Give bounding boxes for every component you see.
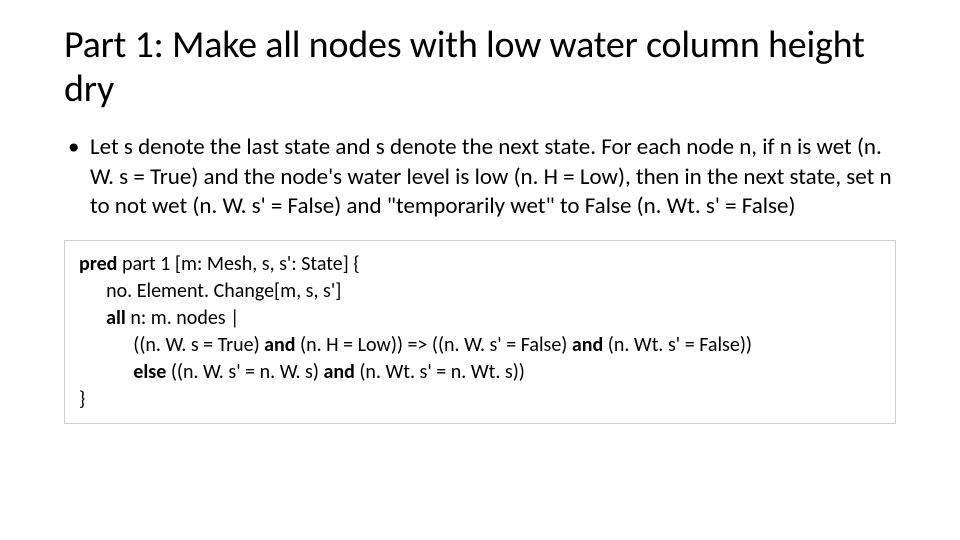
code-line-5: else ((n. W. s' = n. W. s) and (n. Wt. s… <box>79 359 881 386</box>
bullet-item: • Let s denote the last state and s deno… <box>64 133 896 221</box>
code-box: pred part 1 [m: Mesh, s, s': State] { no… <box>64 240 896 424</box>
kw-and-1: and <box>264 333 295 357</box>
kw-and-2: and <box>572 333 603 357</box>
code-l5a <box>79 360 133 384</box>
bullet-block: • Let s denote the last state and s deno… <box>64 133 896 221</box>
code-l3b: n: m. nodes | <box>126 306 240 330</box>
code-l5c: (n. Wt. s' = n. Wt. s)) <box>355 360 525 384</box>
code-l5b: ((n. W. s' = n. W. s) <box>166 360 323 384</box>
code-l3a <box>79 306 106 330</box>
code-l4b: (n. H = Low)) => ((n. W. s' = False) <box>296 333 572 357</box>
kw-else: else <box>133 360 166 384</box>
kw-pred: pred <box>79 252 117 276</box>
code-l4c: (n. Wt. s' = False)) <box>603 333 752 357</box>
slide-title: Part 1: Make all nodes with low water co… <box>64 24 896 111</box>
kw-and-3: and <box>323 360 354 384</box>
code-line-6: } <box>79 386 881 413</box>
code-line-3: all n: m. nodes | <box>79 305 881 332</box>
code-line-1: pred part 1 [m: Mesh, s, s': State] { <box>79 251 881 278</box>
code-line-4: ((n. W. s = True) and (n. H = Low)) => (… <box>79 332 881 359</box>
bullet-marker: • <box>64 133 90 221</box>
bullet-text: Let s denote the last state and s denote… <box>90 133 896 221</box>
kw-all: all <box>106 306 126 330</box>
code-line-2: no. Element. Change[m, s, s'] <box>79 278 881 305</box>
slide: Part 1: Make all nodes with low water co… <box>0 0 960 540</box>
code-l4a: ((n. W. s = True) <box>79 333 264 357</box>
code-l1-rest: part 1 [m: Mesh, s, s': State] { <box>117 252 359 276</box>
